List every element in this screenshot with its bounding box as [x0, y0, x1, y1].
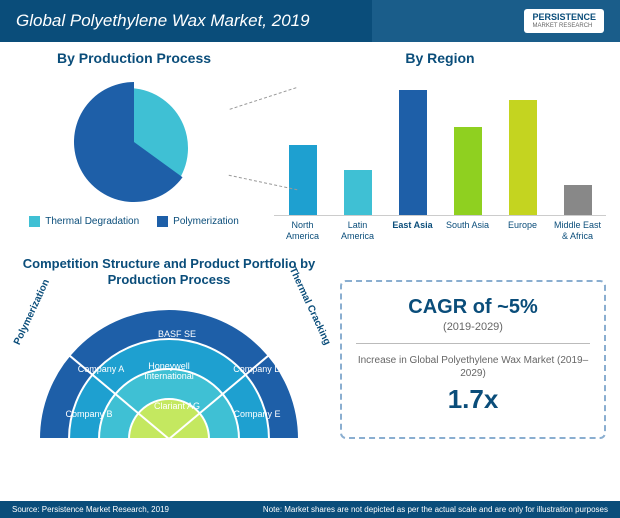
increase-text: Increase in Global Polyethylene Wax Mark… — [356, 354, 590, 380]
bar-label: Europe — [498, 220, 547, 242]
multiplier-value: 1.7x — [356, 384, 590, 415]
company-label: Clariant AG — [147, 401, 207, 411]
legend-item: Thermal Degradation — [29, 216, 139, 227]
bar-column — [278, 145, 327, 215]
legend-label: Thermal Degradation — [45, 216, 139, 227]
bar — [509, 100, 537, 215]
legend-item: Polymerization — [157, 216, 239, 227]
bar — [454, 127, 482, 215]
bar-label: North America — [278, 220, 327, 242]
bar-column — [498, 100, 547, 215]
bar-label: Middle East & Africa — [553, 220, 602, 242]
company-label: Company E — [227, 409, 287, 419]
cagr-period: (2019-2029) — [356, 321, 590, 333]
company-label: Company D — [227, 364, 287, 374]
divider — [356, 343, 590, 344]
legend-swatch — [157, 216, 168, 227]
company-label: Company B — [59, 409, 119, 419]
page-title: Global Polyethylene Wax Market, 2019 — [16, 11, 310, 31]
competition-title: Competition Structure and Product Portfo… — [14, 256, 324, 290]
bar-title: By Region — [274, 50, 606, 66]
footer-bar: Source: Persistence Market Research, 201… — [0, 501, 620, 518]
pie-chart-section: By Production Process Thermal Degradatio… — [14, 50, 254, 242]
pie-chart — [14, 72, 254, 212]
bar-column — [388, 90, 437, 215]
legend-label: Polymerization — [173, 216, 239, 227]
bar-chart — [274, 76, 606, 216]
cagr-value: CAGR of ~5% — [356, 296, 590, 319]
legend-swatch — [29, 216, 40, 227]
company-label: BASF SE — [147, 329, 207, 339]
bar-column — [553, 185, 602, 215]
stats-box: CAGR of ~5% (2019-2029) Increase in Glob… — [340, 280, 606, 440]
company-label: Company A — [71, 364, 131, 374]
pie-title: By Production Process — [14, 50, 254, 66]
brand-logo: PERSISTENCE MARKET RESEARCH — [524, 9, 604, 33]
header-bar: Global Polyethylene Wax Market, 2019 PER… — [0, 0, 620, 42]
bar — [344, 170, 372, 215]
bar-label: South Asia — [443, 220, 492, 242]
bar-label: Latin America — [333, 220, 382, 242]
bar-label: East Asia — [388, 220, 437, 242]
semi-donut-chart: BASF SE Company A Honeywell International C… — [29, 299, 309, 439]
bar — [399, 90, 427, 215]
bar-labels: North America Latin America East Asia South… — [274, 220, 606, 242]
bar — [564, 185, 592, 215]
footer-note: Note: Market shares are not depicted as … — [263, 505, 608, 514]
company-label: Honeywell International — [139, 361, 199, 381]
bar — [289, 145, 317, 215]
competition-section: Competition Structure and Product Portfo… — [14, 256, 324, 440]
footer-source: Source: Persistence Market Research, 201… — [12, 505, 169, 514]
bar-chart-section: By Region North America Latin America East… — [274, 50, 606, 242]
pie-legend: Thermal Degradation Polymerization — [14, 216, 254, 227]
bar-column — [333, 170, 382, 215]
bar-column — [443, 127, 492, 215]
